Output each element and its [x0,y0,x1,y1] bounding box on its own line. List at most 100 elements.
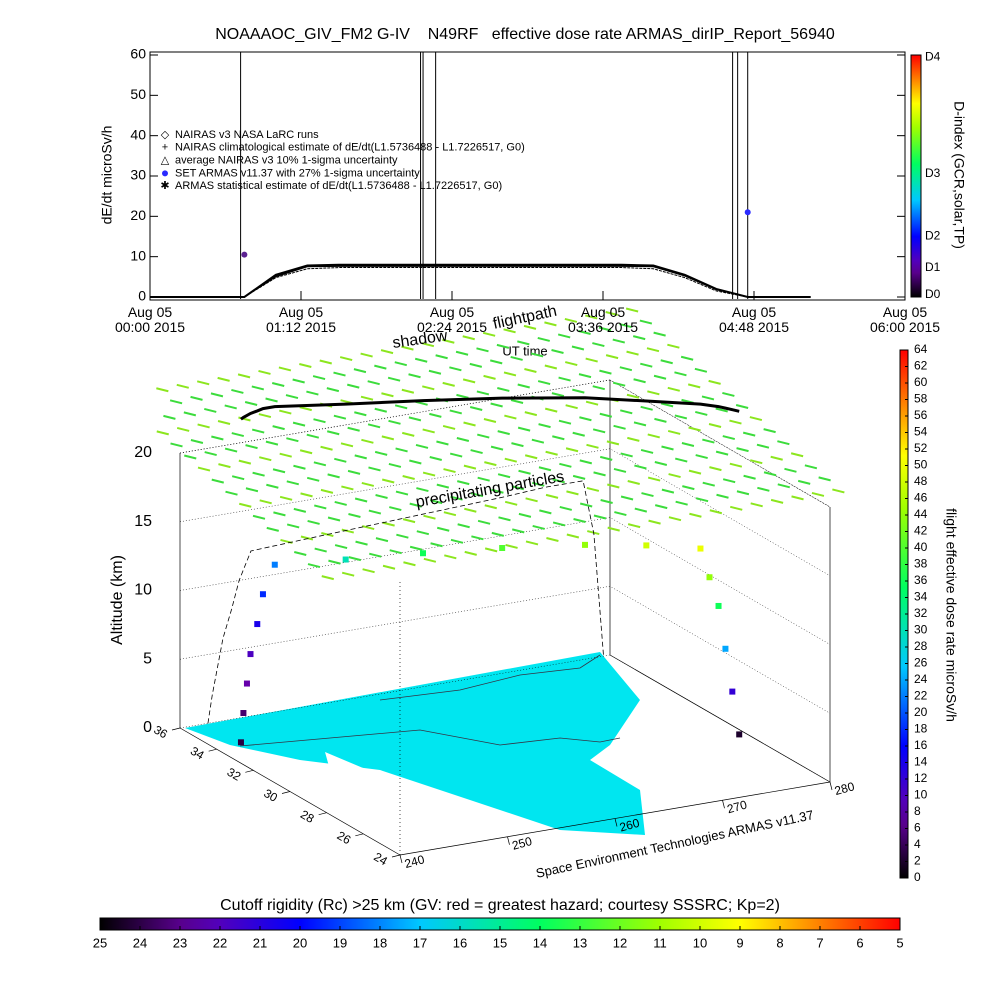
flight-shadow [207,480,604,724]
y-tick-label: 10 [130,247,146,263]
field-arrow [286,523,300,529]
field-arrow [306,433,320,439]
field-arrow [504,414,517,420]
field-arrow [483,418,497,424]
field-arrow [204,407,217,413]
field-arrow [757,486,770,492]
colorbar [910,54,922,298]
field-arrow [497,386,510,392]
field-arrow [464,507,477,513]
field-arrow [333,371,346,377]
flight-point [499,544,506,551]
z-axis-label: Altitude (km) [109,555,126,645]
field-arrow [709,509,723,515]
field-arrow [244,401,258,406]
field-arrow [293,464,306,470]
field-arrow [682,485,695,491]
field-arrow [320,445,333,451]
field-arrow [462,378,476,384]
field-arrow [314,547,327,553]
field-arrow [361,525,375,531]
field-arrow [231,388,244,394]
field-arrow [763,471,777,477]
field-arrow [512,528,525,534]
map-ocean [185,652,645,835]
field-arrow [482,331,496,337]
field-arrow [210,392,224,398]
field-arrow [476,390,490,396]
field-arrow [708,379,721,385]
series-line [150,265,811,298]
field-arrow [340,442,354,448]
field-arrow [648,519,661,525]
lat-tick-label: 34 [188,744,207,763]
field-arrow [524,454,538,460]
field-arrow [524,411,538,417]
annotation: precipitating particles [414,468,565,511]
field-arrow [326,430,340,436]
field-arrow [688,426,701,432]
colorbar-tick-label: 24 [133,935,147,950]
field-arrow [743,474,756,480]
field-arrow [545,450,558,456]
field-arrow [593,471,606,477]
field-arrow [422,428,435,434]
field-arrow [593,514,607,520]
legend-symbol [162,170,168,177]
lon-tick-label: 240 [403,852,426,871]
field-arrow [319,359,332,365]
z-tick-label: 10 [134,582,152,599]
field-arrow [613,424,626,430]
field-arrow [627,436,640,442]
field-arrow [307,563,321,569]
series-line [150,265,811,298]
field-arrow [653,331,666,337]
field-arrow [607,483,620,489]
colorbar-tick-label: 60 [914,375,928,389]
field-arrow [442,381,455,387]
field-arrow [251,385,265,391]
field-arrow [532,481,545,487]
field-arrow [565,404,578,410]
field-arrow [579,502,593,508]
field-arrow [402,431,415,437]
field-arrow [586,486,600,492]
field-arrow [688,469,702,475]
field-arrow [660,402,674,408]
lat-tick [245,769,254,773]
field-arrow [327,516,341,522]
field-arrow [456,393,469,399]
field-arrow [211,435,224,441]
field-arrow [552,435,565,441]
field-arrow [579,416,592,422]
field-arrow [450,538,464,544]
field-arrow [387,376,401,382]
field-arrow [428,369,442,375]
field-arrow [599,369,612,375]
field-arrow [394,404,408,410]
field-arrow [607,526,620,532]
field-arrow [620,409,633,415]
lat-tick-label: 26 [335,828,354,847]
colorbar-tick-label: 0 [914,870,921,884]
field-arrow [334,500,347,506]
field-arrow [430,542,443,548]
field-arrow [217,376,230,382]
field-arrow [245,487,259,493]
field-arrow [477,476,490,482]
field-arrow [334,457,347,463]
field-arrow [578,330,591,335]
field-arrow [750,459,763,465]
field-arrow [736,490,750,496]
field-arrow [231,432,245,438]
field-arrow [523,324,537,330]
x-tick-label: Aug 05 01:12 2015 [265,304,337,335]
field-arrow [476,347,489,353]
flightpath-line [240,396,740,421]
field-arrow [388,419,401,425]
field-arrow [592,385,605,391]
field-arrow [579,459,593,465]
field-arrow [551,349,564,354]
field-arrow [456,437,470,442]
